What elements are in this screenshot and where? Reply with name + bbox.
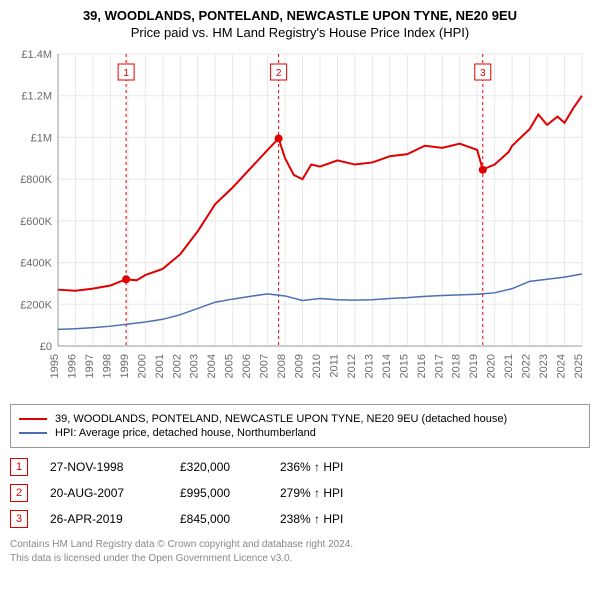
event-pct: 236% ↑ HPI <box>280 460 343 474</box>
chart-area: £0 £200K £400K £600K £800K £1M £1.2M £1.4M 1995 1… <box>10 46 590 396</box>
svg-text:2014: 2014 <box>381 354 393 378</box>
svg-text:2001: 2001 <box>154 354 166 378</box>
svg-text:2013: 2013 <box>363 354 375 378</box>
legend-swatch <box>19 432 47 434</box>
svg-text:£1.4M: £1.4M <box>21 49 52 61</box>
svg-text:2008: 2008 <box>276 354 288 378</box>
svg-text:2006: 2006 <box>241 354 253 378</box>
svg-text:2010: 2010 <box>311 354 323 378</box>
svg-text:£0: £0 <box>40 341 52 353</box>
chart-container: 39, WOODLANDS, PONTELAND, NEWCASTLE UPON… <box>0 0 600 574</box>
legend-label: HPI: Average price, detached house, Nort… <box>55 427 316 439</box>
svg-text:£600K: £600K <box>20 216 52 228</box>
svg-text:2016: 2016 <box>416 354 428 378</box>
event-date: 20-AUG-2007 <box>50 486 180 500</box>
svg-text:2: 2 <box>276 68 282 79</box>
svg-text:2007: 2007 <box>259 354 271 378</box>
event-marker: 1 <box>10 458 28 476</box>
svg-text:2004: 2004 <box>206 354 218 378</box>
svg-text:£1.2M: £1.2M <box>21 91 52 103</box>
event-row: 2 20-AUG-2007£995,000279% ↑ HPI <box>10 484 590 502</box>
event-row: 3 26-APR-2019£845,000238% ↑ HPI <box>10 510 590 528</box>
svg-text:2019: 2019 <box>468 354 480 378</box>
svg-text:2011: 2011 <box>328 354 340 378</box>
svg-text:2003: 2003 <box>189 354 201 378</box>
svg-text:1999: 1999 <box>119 354 131 378</box>
event-price: £845,000 <box>180 512 280 526</box>
event-price: £320,000 <box>180 460 280 474</box>
svg-text:1996: 1996 <box>66 354 78 378</box>
svg-text:2005: 2005 <box>224 354 236 378</box>
event-marker: 2 <box>10 484 28 502</box>
footer-line2: This data is licensed under the Open Gov… <box>10 552 590 566</box>
svg-text:2024: 2024 <box>556 354 568 378</box>
svg-text:2022: 2022 <box>521 354 533 378</box>
legend-swatch <box>19 418 47 420</box>
svg-text:2017: 2017 <box>433 354 445 378</box>
svg-text:1998: 1998 <box>101 354 113 378</box>
event-marker: 3 <box>10 510 28 528</box>
events-table: 1 27-NOV-1998£320,000236% ↑ HPI 2 20-AUG-20… <box>10 458 590 528</box>
legend-row: HPI: Average price, detached house, Nort… <box>19 427 581 439</box>
legend-label: 39, WOODLANDS, PONTELAND, NEWCASTLE UPON… <box>55 413 507 425</box>
svg-text:2009: 2009 <box>294 354 306 378</box>
svg-text:1995: 1995 <box>49 354 61 378</box>
event-price: £995,000 <box>180 486 280 500</box>
event-pct: 279% ↑ HPI <box>280 486 343 500</box>
svg-text:£200K: £200K <box>20 299 52 311</box>
svg-text:2021: 2021 <box>503 354 515 378</box>
legend-box: 39, WOODLANDS, PONTELAND, NEWCASTLE UPON… <box>10 404 590 448</box>
title-address: 39, WOODLANDS, PONTELAND, NEWCASTLE UPON… <box>10 8 590 23</box>
svg-text:2002: 2002 <box>171 354 183 378</box>
svg-text:2012: 2012 <box>346 354 358 378</box>
title-block: 39, WOODLANDS, PONTELAND, NEWCASTLE UPON… <box>10 8 590 40</box>
svg-text:£400K: £400K <box>20 258 52 270</box>
chart-svg: £0 £200K £400K £600K £800K £1M £1.2M £1.4M 1995 1… <box>10 46 590 396</box>
event-row: 1 27-NOV-1998£320,000236% ↑ HPI <box>10 458 590 476</box>
svg-text:2000: 2000 <box>136 354 148 378</box>
footer-line1: Contains HM Land Registry data © Crown c… <box>10 538 590 552</box>
event-pct: 238% ↑ HPI <box>280 512 343 526</box>
svg-text:2018: 2018 <box>451 354 463 378</box>
svg-text:2015: 2015 <box>398 354 410 378</box>
title-subtitle: Price paid vs. HM Land Registry's House … <box>10 25 590 40</box>
svg-text:2025: 2025 <box>573 354 585 378</box>
event-date: 27-NOV-1998 <box>50 460 180 474</box>
svg-text:£1M: £1M <box>31 132 52 144</box>
event-date: 26-APR-2019 <box>50 512 180 526</box>
svg-text:1997: 1997 <box>84 354 96 378</box>
svg-text:3: 3 <box>480 68 486 79</box>
legend-row: 39, WOODLANDS, PONTELAND, NEWCASTLE UPON… <box>19 413 581 425</box>
svg-text:£800K: £800K <box>20 174 52 186</box>
svg-text:2023: 2023 <box>538 354 550 378</box>
footer-attribution: Contains HM Land Registry data © Crown c… <box>10 538 590 566</box>
svg-text:2020: 2020 <box>486 354 498 378</box>
svg-text:1: 1 <box>123 68 129 79</box>
